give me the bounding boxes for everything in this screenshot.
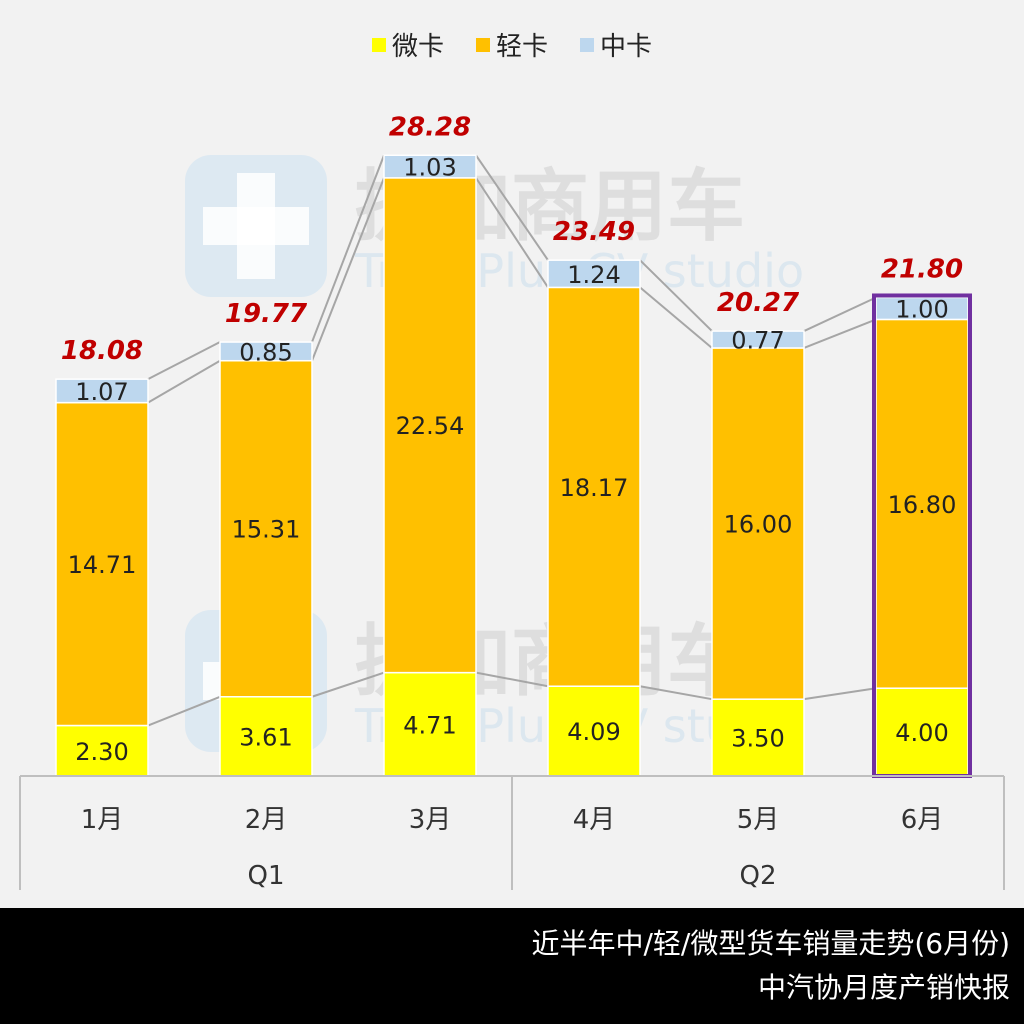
bar-1-5	[711, 698, 805, 777]
bar-2-3	[383, 177, 477, 674]
bar-3-5	[711, 330, 805, 349]
legend: 微卡 轻卡 中卡	[372, 32, 652, 62]
stacked-bar-chart: 提加商用车TruckPlus CV studio提加商用车TruckPlus C…	[19, 32, 1005, 891]
bar-1-6	[875, 687, 969, 777]
series-connector-lines	[147, 154, 877, 727]
total-label-2: 19.77	[225, 299, 308, 329]
footer-source: 中汽协月度产销快报	[757, 971, 1010, 1004]
watermark-1: 提加商用车TruckPlus CV studio	[185, 155, 804, 298]
value-label-1-1: 2.30	[75, 738, 128, 766]
connector-3-5	[803, 296, 877, 332]
watermark-logo-cross-h	[203, 207, 309, 245]
connector-3-2	[311, 154, 385, 343]
legend-label-1: 微卡	[392, 32, 444, 62]
connector-1-1	[147, 695, 221, 727]
legend-swatch-2	[476, 38, 490, 52]
value-label-3-6: 1.00	[895, 295, 948, 323]
value-label-3-4: 1.24	[567, 261, 620, 289]
connector-2-1	[147, 359, 221, 404]
connector-1-2	[311, 671, 385, 698]
tick-label-6: 6月	[901, 805, 944, 835]
value-label-3-2: 0.85	[239, 338, 292, 366]
tick-label-5: 5月	[737, 805, 780, 835]
connector-3-1	[147, 341, 221, 381]
value-label-2-6: 16.80	[888, 491, 957, 519]
tick-label-1: 1月	[81, 805, 124, 835]
bar-2-5	[711, 347, 805, 700]
value-label-2-5: 16.00	[724, 511, 793, 539]
connector-2-3	[475, 177, 549, 288]
total-label-4: 23.49	[553, 217, 635, 247]
value-label-3-5: 0.77	[731, 327, 784, 355]
bar-1-3	[383, 671, 477, 777]
tick-label-4: 4月	[573, 805, 616, 835]
value-label-2-3: 22.54	[396, 412, 465, 440]
legend-swatch-1	[372, 38, 386, 52]
value-label-2-2: 15.31	[232, 516, 301, 544]
tick-label-3: 3月	[409, 805, 452, 835]
value-label-2-4: 18.17	[560, 474, 629, 502]
connector-3-3	[475, 154, 549, 261]
quarter-label-1: Q1	[247, 861, 284, 891]
connector-3-4	[639, 259, 713, 332]
quarter-label-2: Q2	[739, 861, 776, 891]
connector-1-3	[475, 671, 549, 688]
bars	[55, 154, 972, 778]
value-label-1-4: 4.09	[567, 718, 620, 746]
legend-label-3: 中卡	[600, 32, 652, 62]
connector-1-5	[803, 687, 877, 701]
bar-1-4	[547, 685, 641, 777]
total-label-6: 21.80	[881, 254, 963, 284]
bar-3-1	[55, 378, 149, 404]
total-label-5: 20.27	[717, 288, 800, 318]
connector-2-2	[311, 177, 385, 362]
value-label-1-2: 3.61	[239, 723, 292, 751]
category-axis: 1月 2月 3月 4月 5月 6月 Q1 Q2	[19, 775, 1005, 891]
bar-3-3	[383, 154, 477, 179]
connector-2-4	[639, 286, 713, 349]
footer-title: 近半年中/轻/微型货车销量走势(6月份)	[531, 927, 1010, 960]
value-label-3-1: 1.07	[75, 378, 128, 406]
value-labels: 2.30 14.71 1.07 18.08 3.61 15.31 0.85 19.77 4.71…	[61, 112, 963, 766]
bar-1-1	[55, 724, 149, 777]
connector-1-4	[639, 685, 713, 701]
value-label-1-5: 3.50	[731, 725, 784, 753]
tick-label-2: 2月	[245, 805, 288, 835]
value-label-3-3: 1.03	[403, 154, 456, 182]
total-label-3: 28.28	[389, 112, 471, 142]
footer-banner: 近半年中/轻/微型货车销量走势(6月份) 中汽协月度产销快报	[0, 908, 1024, 1024]
value-label-2-1: 14.71	[68, 551, 137, 579]
total-label-1: 18.08	[61, 336, 143, 366]
legend-swatch-3	[580, 38, 594, 52]
value-label-1-6: 4.00	[895, 719, 948, 747]
legend-label-2: 轻卡	[496, 32, 548, 62]
bar-1-2	[219, 696, 313, 777]
bar-3-4	[547, 259, 641, 289]
bar-2-2	[219, 359, 313, 698]
bar-3-2	[219, 341, 313, 362]
bar-2-4	[547, 286, 641, 687]
connector-2-5	[803, 318, 877, 349]
value-label-1-3: 4.71	[403, 711, 456, 739]
